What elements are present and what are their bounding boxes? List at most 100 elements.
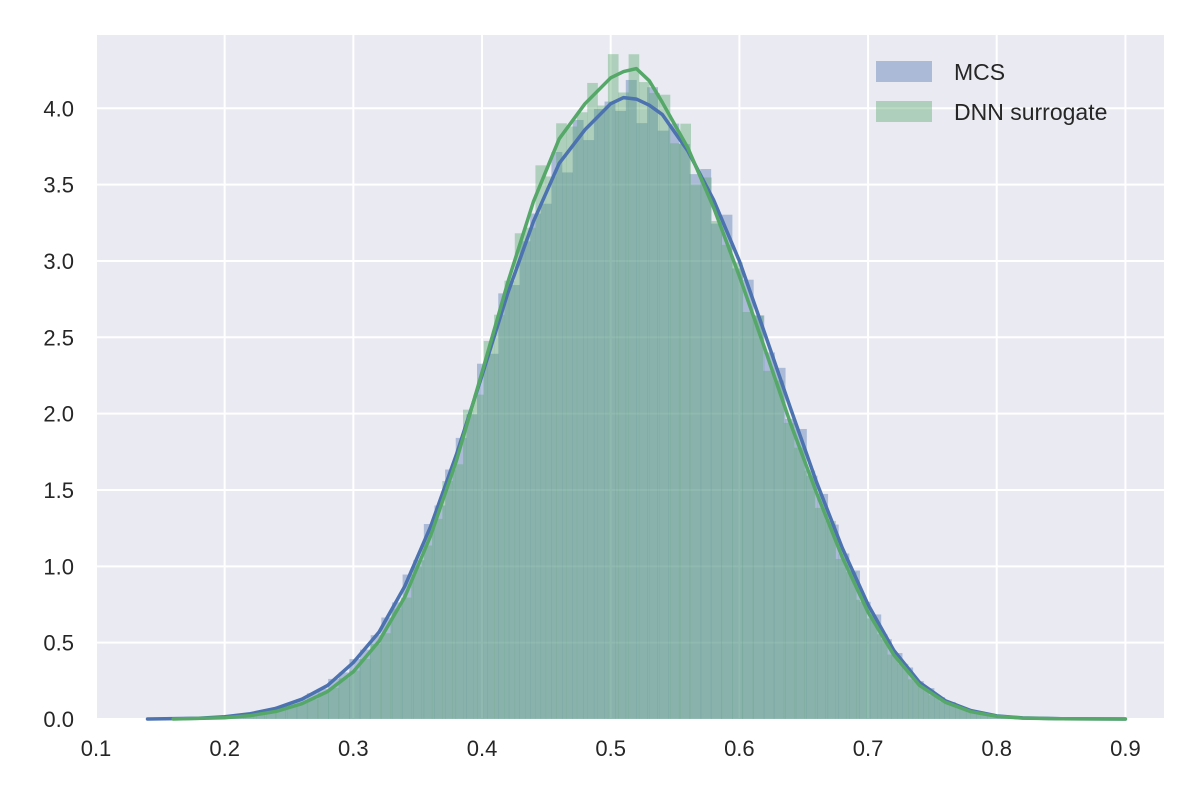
histogram-bar [628, 54, 640, 719]
legend-swatch-dnn-surrogate [876, 101, 932, 122]
kde-line-series-1 [171, 66, 1128, 721]
histogram-bar [494, 314, 505, 719]
histogram-bar [618, 92, 629, 719]
histogram-bar [700, 169, 712, 719]
histogram-bar [328, 687, 340, 719]
histogram-bar [959, 709, 971, 719]
histogram-bar [866, 618, 878, 719]
histogram-bar [752, 315, 764, 719]
histogram-bar [566, 126, 578, 720]
histogram-bar [980, 714, 992, 719]
histogram-bar [835, 558, 847, 719]
histogram-bar [338, 678, 350, 719]
histogram-bar [434, 505, 446, 719]
histogram-bar [923, 688, 935, 719]
histogram-bar [647, 87, 658, 719]
legend: MCS DNN surrogate [876, 59, 1107, 125]
histogram-bar [845, 572, 857, 719]
histogram-bar [264, 709, 276, 719]
histogram-bar [976, 712, 988, 719]
histogram-bar [519, 241, 531, 720]
histogram-bar [463, 409, 474, 719]
histogram-bar [530, 213, 542, 719]
histogram-bar [636, 123, 648, 719]
histogram-bar [732, 262, 743, 719]
histogram-bar [604, 101, 616, 719]
histogram-bar [442, 481, 453, 719]
histogram-bar [423, 524, 435, 719]
histogram-bar [556, 123, 567, 720]
histogram-bar [545, 176, 557, 719]
histogram-bar [369, 644, 381, 719]
histogram-bar [473, 394, 485, 719]
histogram-bar [285, 703, 297, 719]
histogram-bar [638, 82, 650, 719]
histogram-bar [466, 414, 478, 719]
histogram-bar [949, 705, 961, 719]
histogram-bar [934, 697, 945, 719]
histogram-bar [360, 649, 371, 719]
histogram-bar [721, 244, 733, 719]
histogram-bar [287, 706, 298, 719]
histogram-bar [690, 184, 702, 719]
histogram-bar [476, 363, 488, 719]
histogram-bar [540, 203, 552, 720]
histogram-bar [525, 227, 536, 719]
histogram-bar [266, 712, 278, 719]
y-tick-label: 4.0 [43, 96, 74, 121]
x-tick-label: 0.1 [81, 736, 112, 761]
histogram-bar [711, 221, 723, 720]
histogram-bar [763, 370, 774, 719]
histogram-bar [838, 553, 850, 719]
histogram-bar [908, 679, 919, 719]
histogram-bar [965, 710, 977, 719]
x-tick-label: 0.4 [467, 736, 498, 761]
histogram-bar [773, 380, 785, 719]
histogram-bar [413, 560, 425, 719]
histogram-bar [783, 422, 795, 719]
histogram-bar [562, 172, 573, 720]
histogram-bar [381, 617, 393, 719]
histogram-bar [615, 110, 627, 720]
histogram-bar [939, 701, 950, 719]
histogram-bar [814, 507, 826, 719]
plot-background [96, 35, 1164, 719]
histogram-bar [794, 447, 805, 719]
y-tick-label: 2.0 [43, 402, 74, 427]
histogram-bar [297, 702, 309, 719]
histogram-bar [689, 174, 701, 719]
histogram-bar [535, 165, 547, 719]
histogram-bar [625, 79, 637, 719]
kde-line-series-0 [145, 95, 1128, 721]
histogram-bar [680, 123, 692, 720]
histogram-bar [918, 687, 930, 719]
x-axis-ticks: 0.1 0.2 0.3 0.4 0.5 0.6 0.7 0.8 0.9 [81, 736, 1141, 761]
histogram-bar [876, 634, 888, 719]
x-tick-label: 0.2 [209, 736, 240, 761]
histogram-bar [944, 701, 956, 719]
histogram-bar [817, 493, 829, 719]
bars-series-1 [173, 54, 1126, 720]
histogram-bar [870, 614, 882, 719]
histogram-bar [514, 233, 526, 719]
histogram-bar [400, 597, 412, 719]
x-tick-label: 0.6 [724, 736, 755, 761]
histogram-bar [359, 658, 371, 719]
histogram-bar [825, 520, 836, 719]
y-tick-label: 3.0 [43, 249, 74, 274]
histogram-bar [402, 574, 414, 719]
histogram-bar [668, 123, 680, 720]
histogram-bar [742, 312, 754, 719]
histogram-bar [887, 654, 898, 719]
kde-lines [145, 66, 1128, 721]
histogram-bar [597, 105, 609, 719]
histogram-bar [455, 437, 467, 719]
histogram-bar [445, 469, 457, 719]
histogram-bar [774, 367, 786, 719]
y-tick-label: 0.5 [43, 631, 74, 656]
histogram-bar [276, 709, 288, 719]
histogram-bar [587, 82, 598, 719]
histogram-bar [859, 601, 871, 719]
histogram-bar [380, 633, 391, 719]
